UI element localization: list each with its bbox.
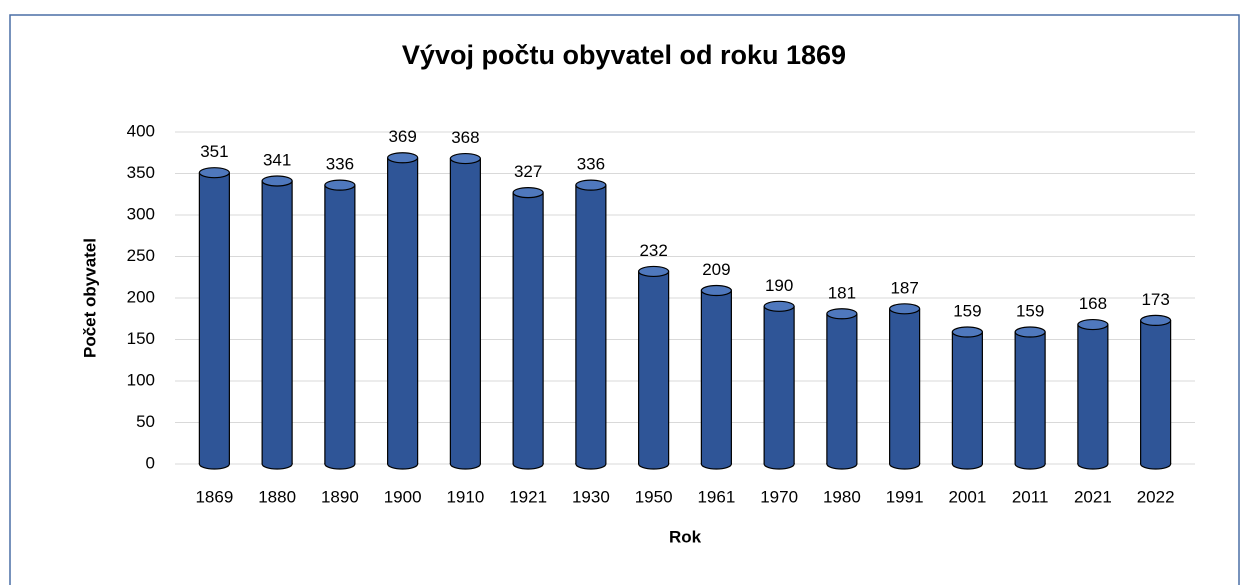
y-tick-label: 250 [127,246,155,265]
bar-cap [198,167,230,179]
x-tick-label: 1980 [823,487,861,506]
x-tick-label: 1950 [635,487,673,506]
value-label: 351 [200,142,228,161]
bar [324,185,355,464]
x-tick-label: 1970 [760,487,798,506]
y-tick-label: 350 [127,163,155,182]
x-tick-label: 2011 [1012,487,1049,506]
chart-title: Vývoj počtu obyvatel od roku 1869 [402,40,846,70]
bar-cap [763,300,795,312]
bar [450,158,481,464]
bar [513,192,544,464]
bar [889,308,920,464]
value-label: 159 [953,302,981,321]
bar-cap [1140,314,1172,327]
bar-cap [1014,326,1046,338]
y-axis-label: Počet obyvatel [80,238,99,358]
bar [1140,320,1171,464]
value-label: 232 [639,241,667,260]
bar [1015,332,1046,464]
x-tick-label: 1961 [697,487,735,506]
bar-cap [951,326,983,338]
bar-cap [449,152,481,165]
value-label: 369 [388,127,416,146]
bar [575,185,606,464]
bar-cap [324,179,356,191]
value-label: 173 [1141,290,1169,309]
bar-cap [638,265,670,278]
bar-cap [387,152,419,164]
value-label: 368 [451,128,479,147]
bar [199,172,230,465]
y-tick-label: 300 [127,204,155,223]
bar [638,271,669,464]
bar-cap [700,284,732,297]
bar-cap [261,175,293,187]
x-tick-label: 1930 [572,487,610,506]
x-tick-label: 1900 [384,487,422,506]
x-tick-label: 2001 [948,487,986,506]
x-tick-label: 1991 [886,487,924,506]
y-tick-label: 100 [127,370,155,389]
bar-cap [1077,318,1109,331]
x-tick-label: 1880 [258,487,296,506]
x-tick-label: 1910 [446,487,484,506]
value-label: 341 [263,150,291,169]
bar [826,313,857,464]
y-tick-label: 400 [127,121,155,140]
value-label: 327 [514,162,542,181]
bar [1077,324,1108,464]
x-tick-label: 1890 [321,487,359,506]
bar [701,290,732,464]
bar [952,332,983,464]
value-label: 187 [890,278,918,297]
value-label: 159 [1016,302,1044,321]
y-tick-label: 200 [127,287,155,306]
bar [387,157,418,465]
x-tick-label: 2022 [1137,487,1175,506]
y-tick-label: 0 [146,453,155,472]
x-tick-label: 2021 [1074,487,1112,506]
chart-frame [9,14,1240,585]
y-tick-label: 150 [127,329,155,348]
bar [262,180,293,464]
bar-cap [512,186,544,199]
y-tick-label: 50 [136,412,155,431]
value-label: 181 [828,283,856,302]
bar-cap [575,179,607,191]
bar-cap [889,303,921,315]
bar-cap [826,308,858,320]
x-tick-label: 1869 [195,487,233,506]
value-label: 190 [765,276,793,295]
x-axis-label: Rok [669,527,702,546]
value-label: 168 [1079,294,1107,313]
bar [764,306,795,464]
value-label: 209 [702,260,730,279]
x-tick-label: 1921 [509,487,547,506]
value-label: 336 [577,155,605,174]
value-label: 336 [326,155,354,174]
